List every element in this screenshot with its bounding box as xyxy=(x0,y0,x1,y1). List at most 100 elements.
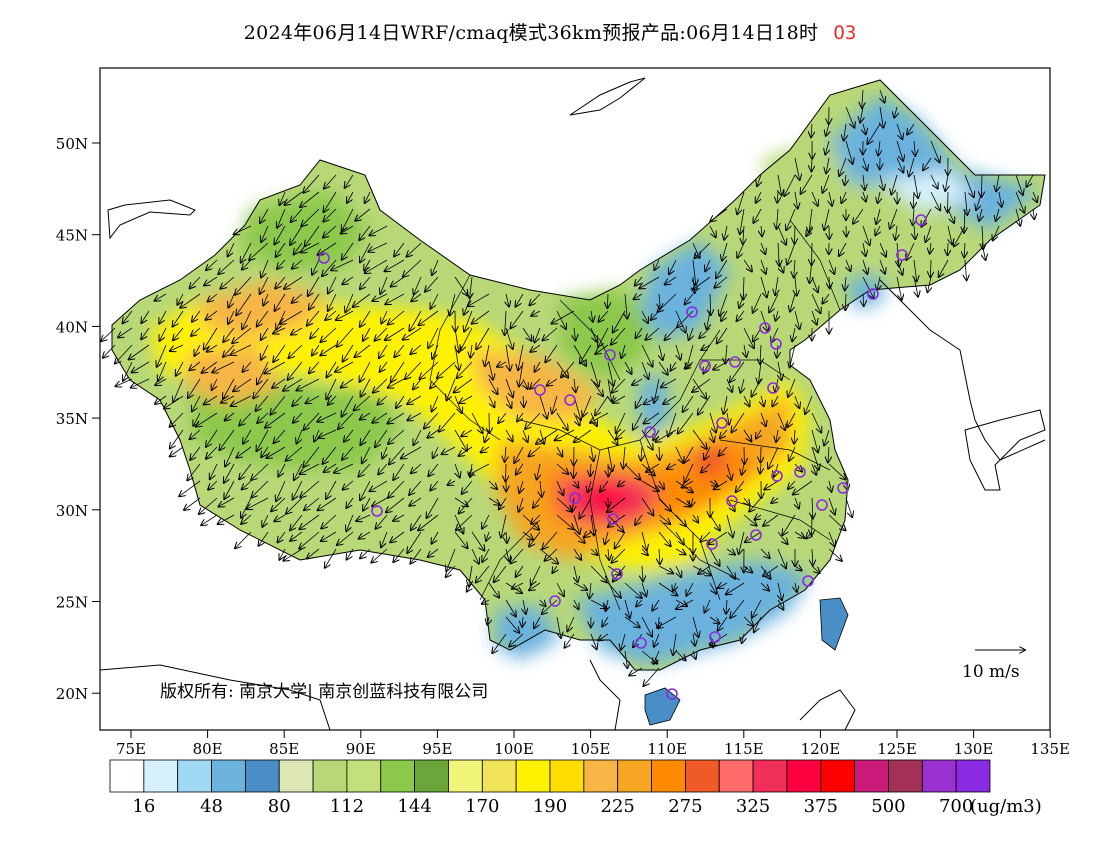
wind-arrow xyxy=(880,89,885,103)
wind-arrow xyxy=(221,395,235,403)
wind-arrow xyxy=(555,429,575,440)
wind-arrow xyxy=(115,344,133,364)
wind-arrow xyxy=(437,361,456,378)
wind-arrow xyxy=(505,378,513,397)
wind-arrow xyxy=(726,565,735,579)
wind-arrow xyxy=(414,276,422,295)
wind-arrow xyxy=(999,191,1002,207)
wind-arrow xyxy=(657,616,677,628)
wind-arrow xyxy=(639,276,660,289)
wind-arrow xyxy=(775,310,778,321)
wind-arrow xyxy=(260,276,269,294)
wind-arrow xyxy=(825,140,829,154)
wind-arrow xyxy=(307,310,320,326)
wind-arrow xyxy=(343,480,354,490)
wind-arrow xyxy=(394,242,405,256)
wind-arrow xyxy=(760,276,767,297)
wind-arrow xyxy=(425,276,439,292)
wind-arrow xyxy=(853,208,864,224)
wind-arrow xyxy=(745,531,762,542)
wind-arrow xyxy=(826,123,829,136)
wind-arrow xyxy=(740,378,744,393)
wind-arrow xyxy=(274,514,286,521)
wind-arrow xyxy=(516,463,524,475)
wind-arrow xyxy=(777,208,779,229)
wind-arrow xyxy=(467,582,472,592)
wind-arrow xyxy=(811,446,819,470)
wind-arrow xyxy=(787,242,796,265)
wind-arrow xyxy=(360,310,371,327)
wind-arrow xyxy=(641,361,649,379)
wind-arrow xyxy=(225,446,235,466)
wind-arrow xyxy=(232,327,252,343)
wind-arrow xyxy=(439,412,456,432)
wind-arrow xyxy=(583,395,592,417)
wind-arrow xyxy=(844,123,846,141)
wind-arrow xyxy=(743,514,757,526)
station-marker xyxy=(686,306,698,318)
wind-arrow xyxy=(506,293,509,307)
wind-arrow xyxy=(641,497,653,515)
wind-arrow xyxy=(670,361,676,371)
wind-arrow xyxy=(714,480,728,489)
colorbar-swatch xyxy=(921,759,957,793)
wind-arrow xyxy=(878,140,880,156)
wind-arrow xyxy=(1015,174,1023,195)
wind-arrow xyxy=(823,174,830,193)
wind-arrow xyxy=(260,208,269,223)
wind-arrow xyxy=(454,429,467,451)
wind-arrow xyxy=(801,174,813,194)
wind-arrow xyxy=(433,446,438,458)
lat-tick-label: 45N xyxy=(56,227,88,245)
wind-arrow xyxy=(556,514,574,529)
wind-arrow xyxy=(652,599,660,611)
wind-arrow xyxy=(667,464,677,469)
wind-arrow xyxy=(365,259,388,273)
wind-arrow xyxy=(305,225,320,246)
wind-arrow xyxy=(777,531,788,544)
colorbar-swatch xyxy=(244,759,280,793)
station-marker xyxy=(802,575,814,587)
wind-arrow xyxy=(717,327,728,343)
wind-arrow xyxy=(385,259,405,271)
wind-arrow xyxy=(607,293,608,308)
wind-arrow xyxy=(208,480,218,490)
wind-arrow xyxy=(239,463,252,479)
wind-arrow xyxy=(359,531,371,539)
wind-arrow xyxy=(454,378,473,393)
wind-arrow xyxy=(913,208,914,225)
wind-arrow xyxy=(489,361,493,380)
colorbar-swatch xyxy=(718,759,754,793)
wind-arrow xyxy=(659,344,663,360)
wind-arrow xyxy=(726,582,745,595)
wind-arrow xyxy=(891,174,898,195)
wind-arrow xyxy=(427,429,439,438)
wind-arrow xyxy=(654,259,659,270)
wind-arrow xyxy=(353,293,371,307)
wind-arrow xyxy=(430,293,439,309)
wind-arrow xyxy=(103,344,116,358)
wind-arrow xyxy=(737,310,745,321)
colorbar-swatch xyxy=(177,759,212,793)
wind-arrow xyxy=(505,599,516,617)
wind-arrow xyxy=(675,531,684,545)
wind-arrow xyxy=(613,310,626,333)
wind-arrow xyxy=(522,616,523,627)
wind-arrow xyxy=(276,480,286,501)
wind-arrow xyxy=(863,157,867,171)
colorbar-swatch xyxy=(752,759,788,793)
station-marker xyxy=(837,482,849,494)
wind-arrow xyxy=(530,344,541,352)
wind-arrow xyxy=(341,378,354,388)
wind-arrow xyxy=(290,531,303,541)
colorbar-swatch xyxy=(515,759,551,793)
wind-arrow xyxy=(523,378,528,389)
wind-arrow xyxy=(752,599,762,618)
wind-arrow xyxy=(761,259,766,274)
wind-arrow xyxy=(228,310,235,324)
wind-arrow xyxy=(624,599,630,618)
wind-arrow xyxy=(418,514,439,531)
wind-arrow xyxy=(771,498,779,503)
wind-arrow xyxy=(867,123,881,144)
wind-arrow xyxy=(708,531,728,544)
